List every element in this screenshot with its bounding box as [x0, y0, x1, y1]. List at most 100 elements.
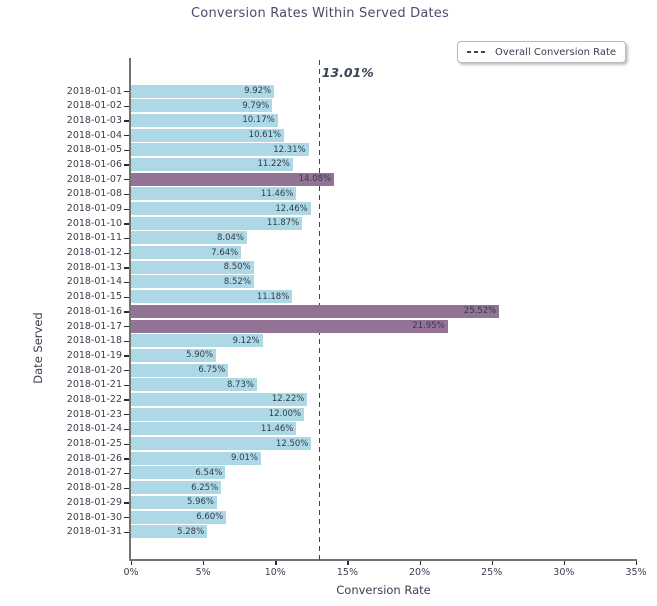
- y-tick-mark: [124, 193, 129, 196]
- y-tick-mark: [124, 414, 129, 416]
- y-tick-label: 2018-01-03: [66, 114, 122, 126]
- x-tick-label: 0%: [123, 567, 139, 578]
- bar: 9.12%: [131, 334, 263, 348]
- x-tick-mark: [131, 561, 133, 565]
- y-tick-mark: [124, 458, 129, 460]
- bar: 5.96%: [131, 495, 217, 509]
- y-tick-mark: [124, 472, 129, 475]
- x-tick-label: 20%: [409, 567, 431, 578]
- y-tick-mark: [124, 384, 129, 387]
- bar-value-label: 6.54%: [195, 467, 223, 478]
- bar-value-label: 8.52%: [223, 276, 251, 287]
- bar-value-label: 5.96%: [186, 497, 214, 508]
- bar: 8.50%: [131, 260, 254, 274]
- y-tick-mark: [124, 340, 129, 343]
- y-tick-mark: [124, 296, 129, 298]
- bar-value-label: 9.92%: [244, 86, 272, 96]
- y-tick-mark: [124, 252, 129, 254]
- bar: 12.22%: [131, 392, 308, 406]
- bar: 12.31%: [131, 143, 309, 157]
- legend: Overall Conversion Rate: [457, 41, 627, 63]
- bar-value-label: 6.60%: [196, 512, 224, 522]
- bar: 8.73%: [131, 378, 257, 392]
- y-tick-label: 2018-01-29: [66, 496, 122, 508]
- bar: 8.04%: [131, 231, 247, 245]
- x-tick-label: 15%: [336, 567, 358, 578]
- y-tick-mark: [124, 120, 129, 122]
- bar: 6.25%: [131, 481, 222, 495]
- y-tick-mark: [124, 208, 129, 210]
- y-tick-label: 2018-01-02: [66, 100, 122, 112]
- bar: 11.22%: [131, 157, 293, 171]
- y-tick-label: 2018-01-06: [66, 158, 122, 170]
- y-tick-mark: [124, 135, 129, 137]
- bar: 21.95%: [131, 319, 448, 333]
- y-tick-label: 2018-01-18: [66, 335, 122, 347]
- x-tick-mark: [636, 561, 638, 565]
- bar-value-label: 8.50%: [223, 262, 251, 273]
- dashed-line-icon: [467, 51, 486, 53]
- y-tick-mark: [124, 179, 129, 181]
- legend-label: Overall Conversion Rate: [495, 46, 617, 58]
- bar: 11.46%: [131, 187, 297, 201]
- y-tick-label: 2018-01-11: [66, 232, 122, 244]
- bar-value-label: 10.61%: [248, 130, 282, 141]
- bar-value-label: 12.00%: [268, 409, 302, 420]
- bar-value-label: 11.18%: [256, 291, 290, 302]
- bars-layer: 9.92% 9.79% 10.17% 10.61% 12.31% 11.22% 14.08%…: [131, 60, 636, 560]
- bar-value-label: 6.25%: [191, 482, 219, 493]
- bar-value-label: 11.22%: [257, 159, 290, 170]
- bar-value-label: 9.12%: [232, 335, 260, 346]
- bar: 9.01%: [131, 451, 261, 465]
- bar-value-label: 12.50%: [275, 438, 309, 449]
- y-tick-mark: [124, 267, 129, 269]
- x-tick-label: 35%: [625, 567, 647, 578]
- y-tick-mark: [124, 326, 129, 328]
- y-tick-mark: [124, 399, 129, 401]
- bar: 9.92%: [131, 84, 275, 98]
- bar: 6.60%: [131, 510, 227, 524]
- bar: 7.64%: [131, 246, 242, 260]
- x-tick-mark: [203, 561, 205, 565]
- x-tick-mark: [563, 561, 566, 565]
- bar-value-label: 5.90%: [186, 350, 214, 361]
- y-tick-label: 2018-01-17: [66, 320, 122, 332]
- y-tick-mark: [124, 311, 129, 313]
- x-tick-label: 10%: [264, 567, 286, 578]
- y-tick-mark: [124, 164, 129, 166]
- y-tick-label: 2018-01-07: [66, 173, 122, 185]
- bar: 6.54%: [131, 466, 226, 480]
- bar-value-label: 7.64%: [211, 247, 239, 258]
- y-tick-label: 2018-01-23: [66, 408, 122, 420]
- y-tick-label: 2018-01-13: [66, 261, 122, 273]
- bar-value-label: 11.46%: [260, 423, 294, 434]
- plot-area: 13.01% 9.92% 9.79% 10.17% 10.61% 12.31% 11.22…: [131, 60, 636, 560]
- x-tick-mark: [419, 561, 421, 565]
- overall-rate-annotation: 13.01%: [321, 65, 374, 80]
- x-tick-label: 30%: [553, 567, 575, 578]
- bar: 9.79%: [131, 99, 273, 113]
- y-axis-spine: [129, 58, 131, 561]
- y-tick-label: 2018-01-22: [66, 393, 122, 405]
- bar: 12.46%: [131, 202, 311, 216]
- y-tick-label: 2018-01-01: [66, 85, 122, 97]
- x-tick-mark: [347, 561, 349, 565]
- bar-value-label: 21.95%: [412, 321, 445, 332]
- bar: 6.75%: [131, 363, 229, 377]
- y-tick-label: 2018-01-28: [66, 482, 122, 494]
- y-tick-label: 2018-01-21: [66, 379, 122, 391]
- y-tick-label: 2018-01-14: [66, 276, 122, 288]
- y-tick-mark: [124, 149, 129, 152]
- y-tick-label: 2018-01-20: [66, 364, 122, 376]
- bar: 5.28%: [131, 525, 208, 539]
- y-tick-label: 2018-01-08: [66, 188, 122, 200]
- y-tick-mark: [124, 487, 129, 489]
- y-tick-label: 2018-01-24: [66, 423, 122, 435]
- bar-value-label: 14.08%: [298, 174, 332, 185]
- y-tick-label: 2018-01-31: [66, 526, 122, 538]
- x-tick-label: 25%: [481, 567, 503, 578]
- x-tick-label: 5%: [195, 567, 211, 578]
- y-tick-mark: [124, 281, 129, 284]
- bar-value-label: 11.46%: [260, 188, 294, 199]
- bar: 11.18%: [131, 290, 293, 304]
